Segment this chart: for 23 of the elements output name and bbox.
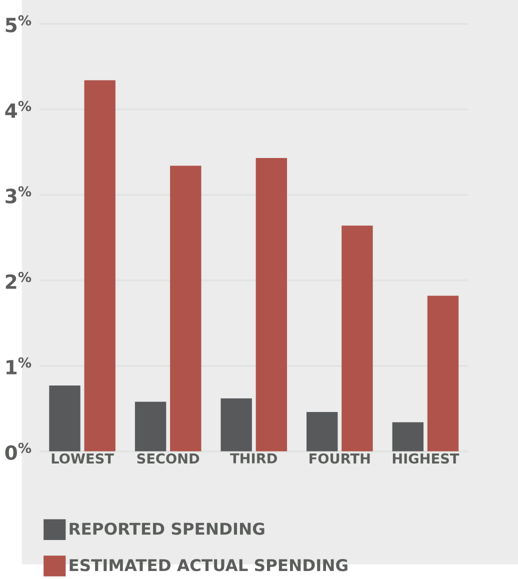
- y-tick-label: 5$^{%}$: [6, 15, 32, 32]
- y-tick-label: 1$^{%}$: [6, 357, 32, 374]
- x-tick-label: LOWEST: [52, 453, 114, 464]
- bar: [84, 80, 116, 452]
- bar: [256, 158, 287, 452]
- x-tick-label: SECOND: [137, 453, 200, 464]
- x-tick-label: THIRD: [230, 453, 277, 464]
- bar: [220, 398, 252, 452]
- bar: [427, 296, 459, 452]
- bar: [306, 412, 338, 452]
- x-tick-label: FOURTH: [310, 453, 370, 464]
- legend-label: REPORTED SPENDING: [70, 522, 264, 535]
- x-tick-label: HIGHEST: [392, 453, 460, 464]
- bar: [134, 402, 166, 452]
- y-tick-label: 4$^{%}$: [5, 100, 32, 118]
- bar: [170, 166, 202, 452]
- bar: [49, 386, 80, 452]
- y-tick-label: 2$^{%}$: [6, 272, 32, 289]
- y-tick-label: 3$^{%}$: [6, 186, 32, 204]
- bar: [392, 422, 424, 452]
- bar: [342, 226, 373, 452]
- legend-label: ESTIMATED ACTUAL SPENDING: [70, 558, 348, 572]
- y-tick-label: 0$^{%}$: [5, 442, 32, 460]
